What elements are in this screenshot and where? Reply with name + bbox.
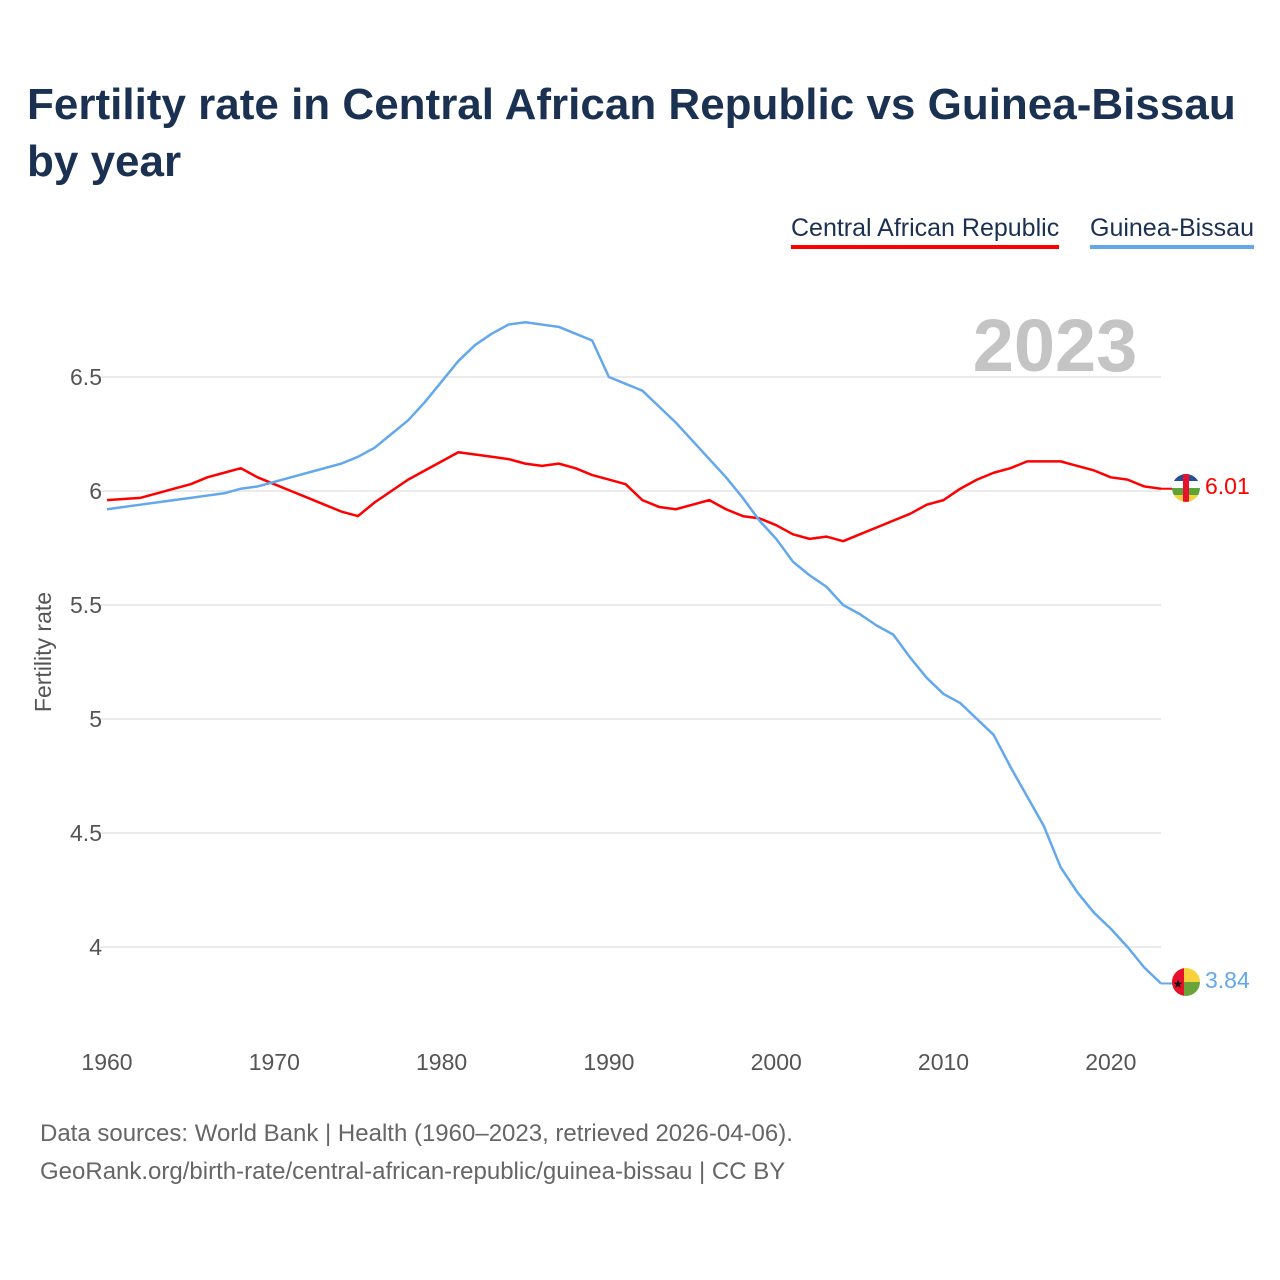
x-tick-label: 2000 [751,1049,802,1075]
guinea-bissau-flag-icon: ★ [1172,968,1200,996]
y-tick-label: 5 [89,706,102,732]
x-tick-label: 2010 [918,1049,969,1075]
car-flag-icon [1172,474,1200,502]
chart-title: Fertility rate in Central African Republ… [27,80,1236,186]
series-line-central-african-republic[interactable] [106,450,1162,543]
y-tick-label: 6.5 [70,364,102,390]
legend-central-african-republic[interactable]: Central African Republic [791,214,1060,249]
x-tick-label: 1960 [81,1049,132,1075]
x-tick-label: 1980 [416,1049,467,1075]
x-tick-label: 2020 [1085,1049,1136,1075]
y-tick-label: 5.5 [70,592,102,618]
x-tick-label: 1970 [249,1049,300,1075]
guinea-bissau-end-label: 3.84 [1205,967,1250,993]
year-watermark: 2023 [973,304,1138,387]
footer-link[interactable]: GeoRank.org/birth-rate/central-african-r… [40,1158,786,1185]
y-tick-label: 6 [89,478,102,504]
car-end-label: 6.01 [1205,473,1250,499]
y-axis-label: Fertility rate [30,592,56,712]
y-tick-label: 4 [89,934,102,960]
y-tick-label: 4.5 [70,820,102,846]
legend-guinea-bissau[interactable]: Guinea-Bissau [1090,214,1254,249]
footer-sources: Data sources: World Bank | Health (1960–… [40,1120,793,1147]
svg-text:★: ★ [1173,977,1184,991]
x-tick-label: 1990 [583,1049,634,1075]
series-line-guinea-bissau[interactable] [106,321,1162,985]
